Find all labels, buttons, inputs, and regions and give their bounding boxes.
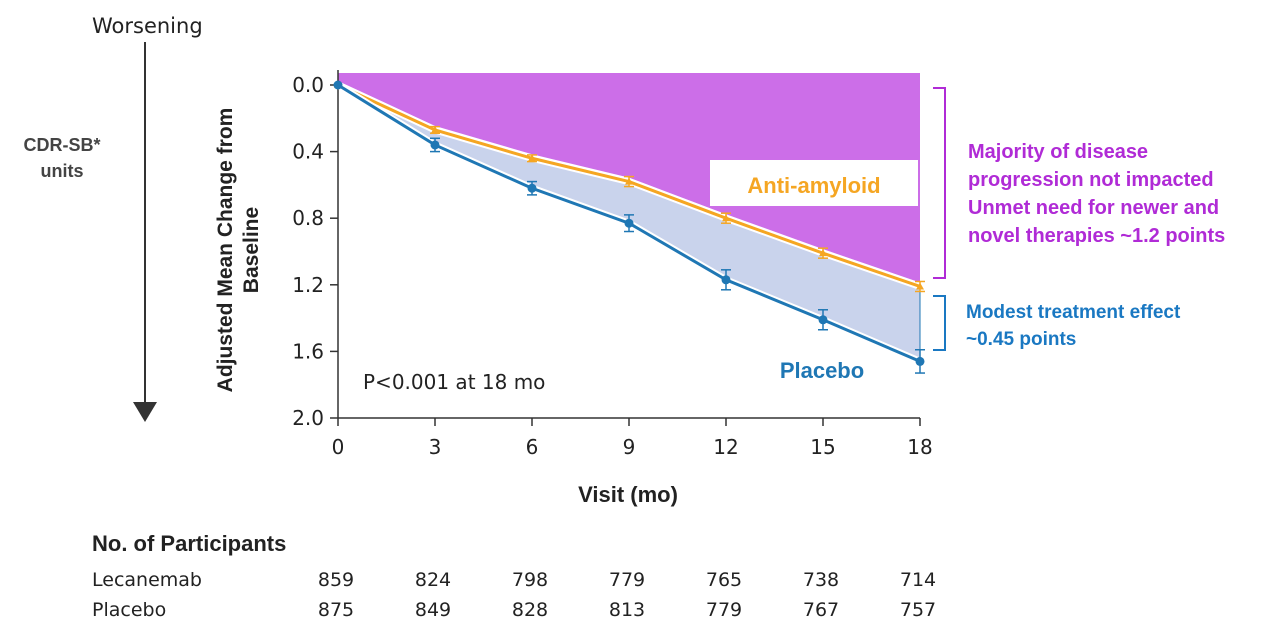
x-tick-label: 9 — [623, 435, 636, 459]
participants-cell: 875 — [318, 599, 354, 619]
treatment-effect-bracket — [933, 295, 946, 351]
unmet-line-4: novel therapies ~1.2 points — [968, 225, 1225, 247]
placebo-series-label: Placebo — [780, 358, 864, 383]
y-tick-label: 1.2 — [292, 273, 324, 297]
y-tick-label: 2.0 — [292, 406, 324, 430]
y-axis-ticks: 0.0 0.4 0.8 1.2 1.6 2.0 — [292, 73, 338, 430]
participants-cell: 767 — [803, 599, 839, 619]
participants-title: No. of Participants — [92, 531, 286, 556]
data-point — [333, 80, 343, 90]
unmet-need-region — [338, 73, 920, 283]
y-tick-label: 0.8 — [292, 206, 324, 230]
p-value-annotation: P<0.001 at 18 mo — [363, 370, 545, 394]
participants-cell: 779 — [706, 599, 742, 619]
x-tick-label: 3 — [429, 435, 442, 459]
x-tick-label: 0 — [332, 435, 345, 459]
participants-cell: 828 — [512, 599, 548, 619]
y-tick-label: 1.6 — [292, 339, 324, 363]
units-label-line1: CDR-SB* — [23, 135, 100, 155]
y-tick-label: 0.4 — [292, 140, 324, 164]
unmet-line-3: Unmet need for newer and — [968, 197, 1219, 219]
participants-row-label: Lecanemab — [92, 569, 202, 591]
x-tick-label: 15 — [810, 435, 835, 459]
y-axis-title-line2: Baseline — [240, 207, 263, 293]
data-point — [818, 315, 828, 325]
anti-amyloid-label-box — [710, 160, 918, 206]
x-tick-label: 6 — [526, 435, 539, 459]
worsening-label: Worsening — [92, 14, 203, 38]
x-tick-label: 18 — [907, 435, 932, 459]
data-point — [721, 275, 731, 285]
participants-table: Lecanemab 859 824 798 779 765 738 714 Placebo 875… — [92, 569, 936, 619]
x-axis-ticks: 0 3 6 9 12 15 18 — [332, 418, 933, 459]
participants-cell: 738 — [803, 569, 839, 591]
participants-cell: 859 — [318, 569, 354, 591]
data-point — [722, 214, 730, 222]
units-label-line2: units — [41, 161, 84, 181]
anti-amyloid-series-label: Anti-amyloid — [747, 173, 880, 198]
data-point — [430, 140, 440, 150]
participants-cell: 757 — [900, 599, 936, 619]
effect-line-1: Modest treatment effect — [966, 302, 1181, 323]
unmet-line-1: Majority of disease — [968, 141, 1148, 163]
y-axis-title-line1: Adjusted Mean Change from — [214, 108, 237, 393]
data-point — [819, 249, 827, 257]
participants-cell: 765 — [706, 569, 742, 591]
y-tick-label: 0.0 — [292, 73, 324, 97]
participants-cell: 824 — [415, 569, 451, 591]
data-point — [431, 125, 439, 133]
unmet-line-2: progression not impacted — [968, 169, 1214, 191]
participants-cell: 813 — [609, 599, 645, 619]
participants-row-label: Placebo — [92, 599, 166, 619]
data-point — [624, 218, 634, 228]
effect-line-2: ~0.45 points — [966, 329, 1076, 350]
participants-cell: 714 — [900, 569, 936, 591]
treatment-effect-annotation: Modest treatment effect ~0.45 points — [966, 302, 1181, 350]
participants-cell: 779 — [609, 569, 645, 591]
series-layer — [333, 80, 925, 374]
data-point — [528, 154, 536, 162]
x-tick-label: 12 — [713, 435, 738, 459]
participants-cell: 798 — [512, 569, 548, 591]
data-point — [915, 356, 925, 366]
unmet-need-bracket — [933, 87, 946, 279]
x-axis-title: Visit (mo) — [578, 482, 678, 507]
data-point — [527, 183, 537, 193]
unmet-need-annotation: Majority of disease progression not impa… — [968, 141, 1225, 247]
data-point — [625, 177, 633, 185]
participants-cell: 849 — [415, 599, 451, 619]
data-point — [916, 282, 924, 290]
